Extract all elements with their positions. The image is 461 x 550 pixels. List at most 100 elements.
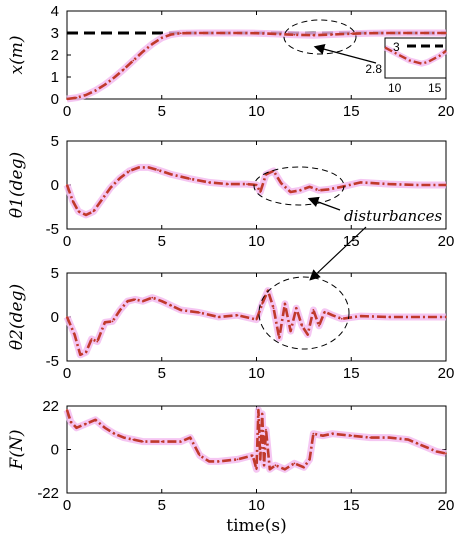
data-point [321,434,324,437]
data-point [85,214,87,216]
y-tick-label: 22 [42,398,59,415]
data-point [71,199,74,202]
annotations: disturbances [253,19,442,350]
data-point [255,184,258,186]
x-tick-label: 5 [158,365,166,382]
y-tick-label: 0 [51,442,59,459]
data-point [126,300,129,303]
disturbance-arrow-theta2 [309,226,367,281]
data-point [268,468,271,471]
data-point [272,307,275,310]
x-tick-label: 5 [158,497,166,514]
y-tick-label: 3 [51,25,59,42]
data-point [416,442,419,445]
inset-x-tick-label: 10 [388,81,402,95]
data-point [73,333,76,336]
data-point [179,309,182,311]
x-tick-label: 0 [63,103,71,120]
y-tick-label: -5 [46,353,59,370]
y-tick-label: -5 [46,221,59,238]
data-point [170,173,173,176]
data-point [85,422,87,425]
data-point [263,464,265,467]
data-point [189,436,192,439]
data-point [445,32,447,34]
x-tick-label: 15 [343,103,360,120]
data-point [66,409,68,411]
y-tick-label: 5 [51,133,59,150]
data-point [217,32,220,34]
data-point [198,32,201,34]
data-point [426,32,428,34]
data-point [306,333,309,336]
inset-y-tick-label: 3 [393,40,400,54]
data-point [251,454,254,457]
data-point [157,169,159,171]
y-tick-label: 4 [51,3,59,20]
data-point [208,181,211,184]
data-point [445,452,447,455]
series-line [65,289,446,357]
data-point [85,351,87,354]
y-tick-label: -22 [37,485,59,502]
data-point [113,76,116,79]
data-point [359,181,362,184]
data-point [289,191,292,193]
data-point [77,210,80,213]
data-point [198,311,201,314]
zoom-arrow [313,43,377,64]
data-point [331,314,334,317]
x-tick-label: 5 [158,233,166,250]
data-point [289,330,292,332]
data-point [236,458,239,461]
data-point [280,182,283,185]
y-tick-label: 0 [51,177,59,194]
data-point [160,300,163,303]
data-point [141,300,144,303]
data-point [445,316,447,318]
data-point [388,183,391,186]
data-point [236,32,239,34]
data-point [66,98,68,100]
data-point [265,173,267,176]
data-point [134,298,137,301]
data-point [122,436,125,439]
y-tick-label: 0 [51,309,59,326]
data-point [66,316,68,318]
y-axis-label: x(m) [7,36,27,75]
data-point [96,340,99,343]
data-point [340,317,343,320]
inset-x-tick-label: 15 [428,81,442,95]
data-point [90,338,93,340]
data-point [151,296,154,299]
y-axis-label: θ1(deg) [7,152,27,218]
data-point [312,34,315,37]
data-point [69,420,72,423]
data-point [104,83,106,86]
data-point [128,170,131,172]
data-point [147,166,150,169]
data-point [227,183,229,186]
y-axis-label: θ2(deg) [7,284,27,350]
data-point [217,316,220,318]
data-point [331,33,334,36]
data-point [295,307,298,310]
data-point [416,316,419,318]
data-point [179,32,182,35]
data-point [170,33,173,36]
data-point [359,315,362,318]
disturbance-ellipse-theta2 [258,276,350,350]
data-point [312,432,315,435]
disturbance-ellipse-theta1 [253,166,345,206]
data-point [208,460,211,463]
x-tick-label: 5 [158,103,166,120]
data-point [388,316,391,318]
x-tick-label: 20 [438,103,455,120]
data-point [246,183,248,186]
data-point [94,89,97,92]
data-point [426,446,428,449]
data-point [369,32,372,35]
data-point [132,438,135,441]
data-point [198,454,201,457]
